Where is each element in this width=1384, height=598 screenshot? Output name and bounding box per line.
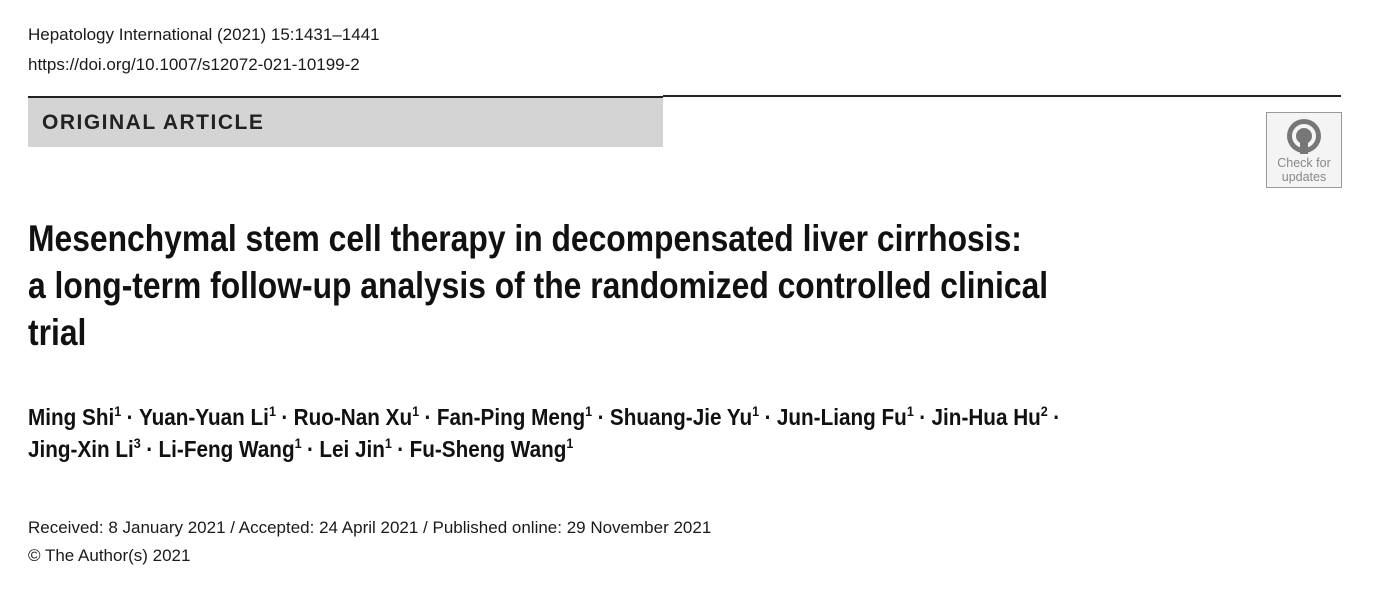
author-separator: · — [397, 436, 405, 462]
title-line: a long-term follow-up analysis of the ra… — [28, 265, 1049, 306]
author-separator: · — [1053, 404, 1061, 430]
title-line: trial — [28, 312, 87, 353]
affiliation-mark: 1 — [906, 403, 914, 419]
author-name: Jing-Xin Li — [28, 436, 134, 462]
author-separator: · — [764, 404, 772, 430]
affiliation-mark: 3 — [133, 435, 141, 451]
affiliation-mark: 1 — [585, 403, 593, 419]
author-separator: · — [597, 404, 605, 430]
affiliation-mark: 1 — [294, 435, 302, 451]
author-name: Jun-Liang Fu — [776, 404, 907, 430]
author-line: Jing-Xin Li3 · Li-Feng Wang1 · Lei Jin1 · Fu-S… — [28, 436, 573, 463]
author-separator: · — [281, 404, 289, 430]
author-separator: · — [126, 404, 134, 430]
affiliation-mark: 2 — [1040, 403, 1048, 419]
copyright: © The Author(s) 2021 — [28, 546, 191, 565]
author-name: Jin-Hua Hu — [931, 404, 1041, 430]
title-line: Mesenchymal stem cell therapy in decompe… — [28, 218, 1022, 259]
author-name: Li-Feng Wang — [158, 436, 295, 462]
section-label: ORIGINAL ARTICLE — [42, 111, 265, 134]
badge-text: updates — [1282, 170, 1326, 184]
author-name: Fan-Ping Meng — [436, 404, 586, 430]
affiliation-mark: 1 — [412, 403, 420, 419]
author-name: Yuan-Yuan Li — [138, 404, 269, 430]
check-updates-badge[interactable]: Check for updates — [1266, 112, 1342, 188]
author-name: Fu-Sheng Wang — [409, 436, 567, 462]
author-name: Ruo-Nan Xu — [293, 404, 413, 430]
author-name: Lei Jin — [319, 436, 385, 462]
affiliation-mark: 1 — [384, 435, 392, 451]
author-name: Shuang-Jie Yu — [609, 404, 753, 430]
author-separator: · — [146, 436, 154, 462]
author-name: Ming Shi — [28, 404, 115, 430]
badge-icon-bookmark — [1300, 132, 1308, 154]
badge-text: Check for — [1277, 156, 1331, 170]
affiliation-mark: 1 — [752, 403, 760, 419]
author-separator: · — [307, 436, 314, 462]
header-rule — [663, 95, 1341, 97]
author-separator: · — [919, 404, 927, 430]
section-label-box — [28, 96, 663, 147]
doi: https://doi.org/10.1007/s12072-021-10199… — [28, 55, 360, 74]
author-line: Ming Shi1 · Yuan-Yuan Li1 · Ruo-Nan Xu1 · Fan-… — [28, 404, 1066, 431]
affiliation-mark: 1 — [268, 403, 276, 419]
affiliation-mark: 1 — [566, 435, 574, 451]
dates: Received: 8 January 2021 / Accepted: 24 … — [28, 518, 712, 537]
author-separator: · — [424, 404, 432, 430]
affiliation-mark: 1 — [114, 403, 122, 419]
journal: Hepatology International (2021) 15:1431–… — [28, 25, 380, 44]
